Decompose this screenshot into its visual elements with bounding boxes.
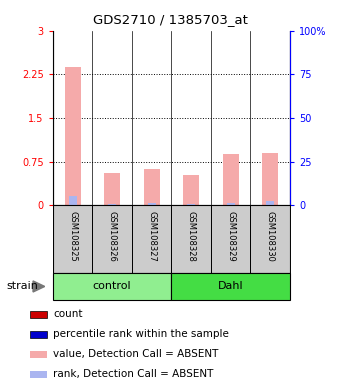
Bar xyxy=(132,205,171,273)
Bar xyxy=(144,169,160,205)
Text: value, Detection Call = ABSENT: value, Detection Call = ABSENT xyxy=(53,349,219,359)
Polygon shape xyxy=(33,281,45,292)
Text: GDS2710 / 1385703_at: GDS2710 / 1385703_at xyxy=(93,13,248,26)
Text: control: control xyxy=(93,281,131,291)
Bar xyxy=(53,273,171,300)
Text: GSM108325: GSM108325 xyxy=(68,211,77,262)
Bar xyxy=(148,203,155,205)
Text: GSM108327: GSM108327 xyxy=(147,211,156,262)
Bar xyxy=(171,205,211,273)
Text: GSM108330: GSM108330 xyxy=(266,211,275,262)
Bar xyxy=(211,205,250,273)
Bar xyxy=(108,204,116,205)
Bar xyxy=(227,202,235,205)
Text: GSM108329: GSM108329 xyxy=(226,211,235,262)
Text: count: count xyxy=(53,309,83,319)
Bar xyxy=(183,175,199,205)
Bar xyxy=(266,201,274,205)
Text: GSM108328: GSM108328 xyxy=(187,211,196,262)
Bar xyxy=(30,331,47,338)
Bar xyxy=(187,204,195,205)
Text: percentile rank within the sample: percentile rank within the sample xyxy=(53,329,229,339)
Text: GSM108326: GSM108326 xyxy=(108,211,117,262)
Bar xyxy=(30,311,47,318)
Bar xyxy=(104,174,120,205)
Text: rank, Detection Call = ABSENT: rank, Detection Call = ABSENT xyxy=(53,369,213,379)
Bar xyxy=(262,153,278,205)
Bar xyxy=(30,351,47,358)
Bar xyxy=(223,154,238,205)
Bar xyxy=(171,273,290,300)
Bar xyxy=(65,67,80,205)
Bar xyxy=(69,195,76,205)
Bar xyxy=(53,205,92,273)
Bar xyxy=(250,205,290,273)
Bar xyxy=(30,371,47,377)
Text: Dahl: Dahl xyxy=(218,281,243,291)
Text: strain: strain xyxy=(7,281,39,291)
Bar xyxy=(92,205,132,273)
